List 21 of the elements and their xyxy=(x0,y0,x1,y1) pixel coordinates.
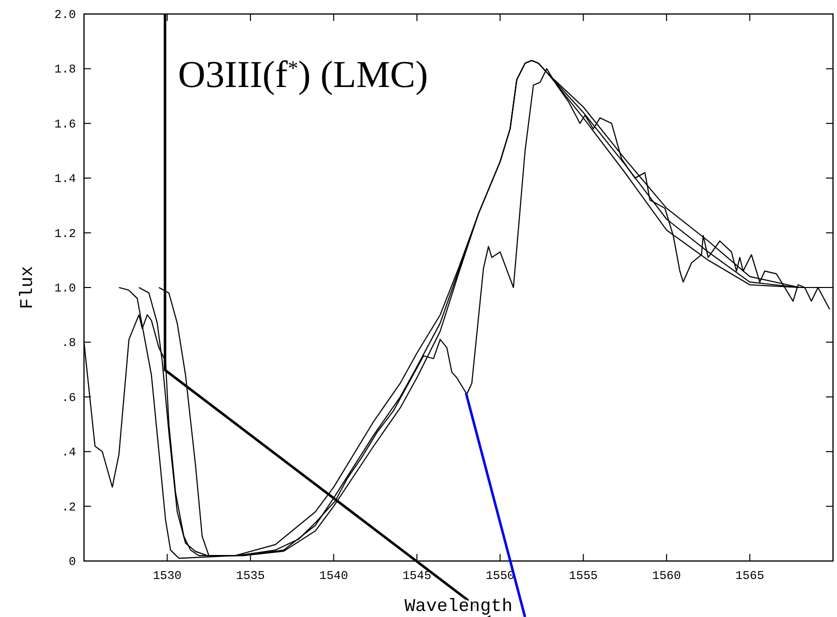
x-tick-label: 1565 xyxy=(735,569,764,583)
y-tick-label: 1.6 xyxy=(54,117,76,132)
y-tick-label: 2.0 xyxy=(54,8,76,22)
x-tick-label: 1530 xyxy=(152,569,182,583)
y-tick-label: 1.8 xyxy=(54,62,76,77)
y-tick-label: .8 xyxy=(62,336,76,350)
y-tick-label: 1.0 xyxy=(54,282,76,296)
y-tick-label: 1.4 xyxy=(54,172,76,186)
x-tick-label: 1535 xyxy=(236,569,265,583)
text: O3III(f$^{*}$) (LMC) xyxy=(178,54,428,96)
y-tick-label: .2 xyxy=(62,500,76,514)
x-tick-label: 1555 xyxy=(568,569,598,583)
x-tick-label: 1560 xyxy=(652,569,681,583)
y-tick-label: 0 xyxy=(68,555,76,569)
x-tick-label: 1545 xyxy=(402,569,432,583)
y-tick-label: 1.2 xyxy=(54,226,76,241)
x-tick-label: 1540 xyxy=(319,569,348,583)
y-tick-label: .4 xyxy=(62,446,76,460)
x-tick-label: 1550 xyxy=(486,569,515,583)
y-tick-label: .6 xyxy=(62,390,76,405)
y-axis-title: Flux xyxy=(18,266,38,310)
